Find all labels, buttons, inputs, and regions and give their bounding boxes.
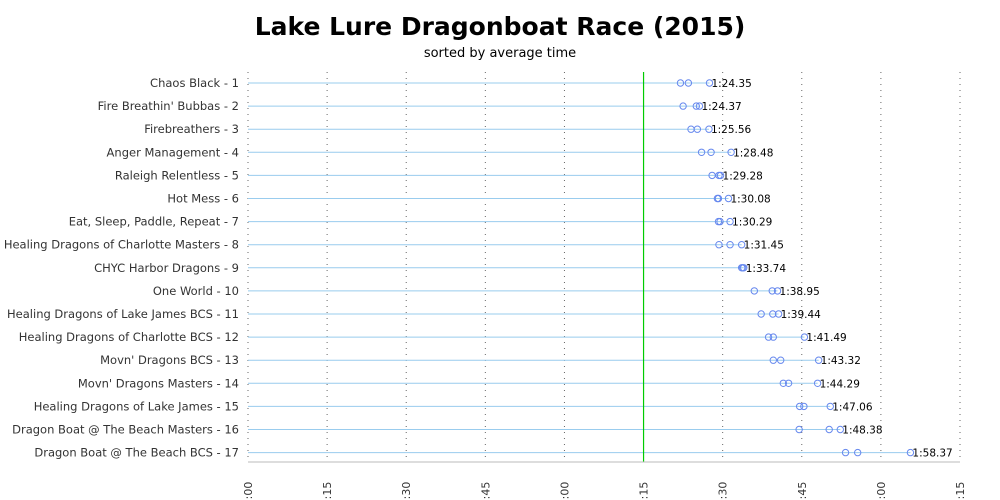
x-tick-label: 0:00 bbox=[242, 482, 255, 500]
time-marker bbox=[795, 425, 803, 434]
average-time-label: 1:24.35 bbox=[711, 78, 751, 90]
average-time-label: 1:41.49 bbox=[806, 332, 846, 344]
time-marker bbox=[800, 402, 808, 411]
time-marker bbox=[679, 102, 687, 110]
row-label: Fire Breathin' Bubbas - 2 bbox=[98, 99, 239, 113]
row-label: Movn' Dragons Masters - 14 bbox=[78, 376, 239, 390]
time-marker bbox=[841, 448, 850, 457]
average-time-label: 1:44.29 bbox=[820, 378, 860, 390]
average-time-label: 1:58.37 bbox=[912, 448, 952, 460]
average-time-label: 1:29.28 bbox=[723, 170, 763, 182]
x-axis: 0:00 0:15 0:30 0:45 1:00 1:15 1:30 1:45 2:00 2:15 bbox=[242, 461, 967, 500]
row-label: Chaos Black - 1 bbox=[150, 76, 239, 90]
row-label: Hot Mess - 6 bbox=[167, 192, 239, 206]
time-marker bbox=[853, 448, 862, 457]
row-label: Firebreathers - 3 bbox=[144, 122, 239, 136]
average-time-label: 1:48.38 bbox=[842, 425, 882, 437]
row-label: Dragon Boat @ The Beach Masters - 16 bbox=[12, 423, 239, 437]
row-label: Healing Dragons of Lake James BCS - 11 bbox=[7, 307, 239, 321]
time-marker bbox=[768, 287, 776, 295]
average-time-label: 1:43.32 bbox=[821, 355, 861, 367]
time-marker bbox=[779, 379, 788, 387]
time-marker bbox=[716, 171, 725, 180]
time-marker bbox=[726, 217, 734, 226]
row-label: Anger Management - 4 bbox=[107, 145, 239, 159]
row-label: Raleigh Relentless - 5 bbox=[115, 168, 239, 182]
row-label: CHYC Harbor Dragons - 9 bbox=[94, 261, 239, 275]
time-marker bbox=[705, 79, 714, 87]
average-time-label: 1:33.74 bbox=[746, 263, 787, 275]
time-marker bbox=[836, 425, 844, 434]
time-marker bbox=[769, 333, 777, 341]
time-marker bbox=[776, 356, 785, 364]
time-marker bbox=[692, 102, 700, 110]
average-time-label: 1:24.37 bbox=[701, 101, 741, 113]
x-tick-label: 0:30 bbox=[400, 482, 413, 500]
time-marker bbox=[693, 125, 702, 133]
x-tick-label: 1:45 bbox=[796, 482, 809, 500]
row-label: Healing Dragons of Charlotte Masters - 8 bbox=[4, 238, 239, 252]
average-time-label: 1:31.45 bbox=[744, 240, 784, 252]
time-marker bbox=[769, 310, 777, 318]
x-tick-label: 1:15 bbox=[638, 482, 651, 500]
row-label: Dragon Boat @ The Beach BCS - 17 bbox=[34, 446, 239, 460]
average-time-label: 1:39.44 bbox=[781, 309, 822, 321]
time-marker bbox=[814, 356, 823, 364]
x-tick-label: 2:00 bbox=[875, 482, 888, 500]
x-tick-label: 0:45 bbox=[479, 482, 492, 500]
time-marker bbox=[714, 194, 723, 203]
time-marker bbox=[716, 217, 724, 226]
row-label: Movn' Dragons BCS - 13 bbox=[100, 353, 239, 367]
row-layer: Chaos Black - 1 Fire Breathin' Bubbas - 2… bbox=[4, 76, 911, 460]
average-time-label: 1:30.29 bbox=[732, 217, 772, 229]
time-marker bbox=[740, 264, 748, 272]
time-marker bbox=[795, 402, 804, 411]
time-marker bbox=[800, 333, 809, 341]
x-tick-label: 1:00 bbox=[558, 482, 571, 500]
time-marker bbox=[737, 241, 746, 249]
chart-title: Lake Lure Dragonboat Race (2015) bbox=[254, 12, 746, 41]
time-marker bbox=[825, 425, 833, 434]
average-time-label: 1:38.95 bbox=[780, 286, 820, 298]
row-label: Healing Dragons of Charlotte BCS - 12 bbox=[19, 330, 239, 344]
average-time-label: 1:30.08 bbox=[730, 194, 770, 206]
time-marker bbox=[697, 148, 706, 157]
x-tick-label: 2:15 bbox=[954, 482, 967, 500]
time-marker bbox=[750, 287, 759, 295]
time-marker bbox=[769, 356, 777, 364]
time-marker bbox=[705, 125, 713, 133]
time-marker bbox=[715, 241, 723, 249]
average-time-label: 1:28.48 bbox=[733, 147, 773, 159]
time-marker bbox=[684, 79, 693, 87]
x-tick-label: 1:30 bbox=[717, 482, 730, 500]
time-marker bbox=[757, 310, 765, 318]
x-tick-label: 0:15 bbox=[321, 482, 334, 500]
marker-layer: 1:24.35 1:24.37 1:25.56 1:28.48 1:29.28 1:30.… bbox=[676, 78, 953, 460]
row-label: One World - 10 bbox=[153, 284, 239, 298]
time-marker bbox=[707, 148, 715, 157]
time-marker bbox=[784, 379, 793, 387]
time-marker bbox=[813, 379, 822, 387]
row-label: Eat, Sleep, Paddle, Repeat - 7 bbox=[69, 215, 239, 229]
time-marker bbox=[773, 287, 782, 295]
time-marker bbox=[724, 194, 733, 203]
grid-layer bbox=[247, 72, 961, 462]
time-marker bbox=[764, 333, 773, 341]
chart-subtitle: sorted by average time bbox=[423, 46, 577, 61]
time-marker bbox=[727, 148, 735, 157]
time-marker bbox=[695, 102, 704, 110]
time-marker bbox=[726, 241, 734, 249]
average-time-label: 1:25.56 bbox=[711, 124, 752, 136]
row-label: Healing Dragons of Lake James - 15 bbox=[34, 399, 239, 413]
average-time-label: 1:47.06 bbox=[832, 401, 873, 413]
time-marker bbox=[676, 79, 685, 87]
time-marker bbox=[774, 310, 783, 318]
time-marker bbox=[906, 448, 915, 457]
time-marker bbox=[826, 402, 834, 411]
